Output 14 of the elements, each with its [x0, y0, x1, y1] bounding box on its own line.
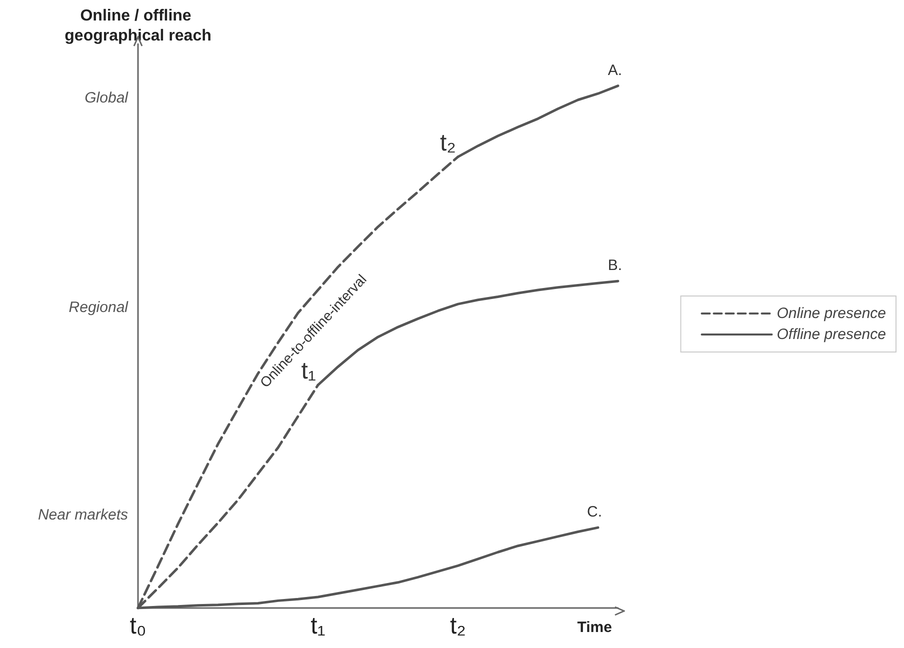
- annotation: t₂: [440, 129, 456, 156]
- legend-label: Offline presence: [776, 326, 886, 343]
- annotation: B.: [608, 257, 622, 274]
- annotation: A.: [608, 62, 622, 79]
- legend-label: Online presence: [776, 305, 886, 322]
- x-axis-title: Time: [577, 619, 612, 636]
- y-axis-title: Online / offline geographical reach: [64, 8, 212, 44]
- text: Near markets: [38, 506, 128, 524]
- text: Regional: [68, 299, 129, 316]
- x-tick-label: t₀: [130, 612, 146, 640]
- x-tick-label: t₂: [450, 612, 466, 640]
- text: Global: [84, 89, 129, 106]
- annotation: C.: [587, 504, 602, 521]
- x-tick-label: t₁: [310, 612, 326, 640]
